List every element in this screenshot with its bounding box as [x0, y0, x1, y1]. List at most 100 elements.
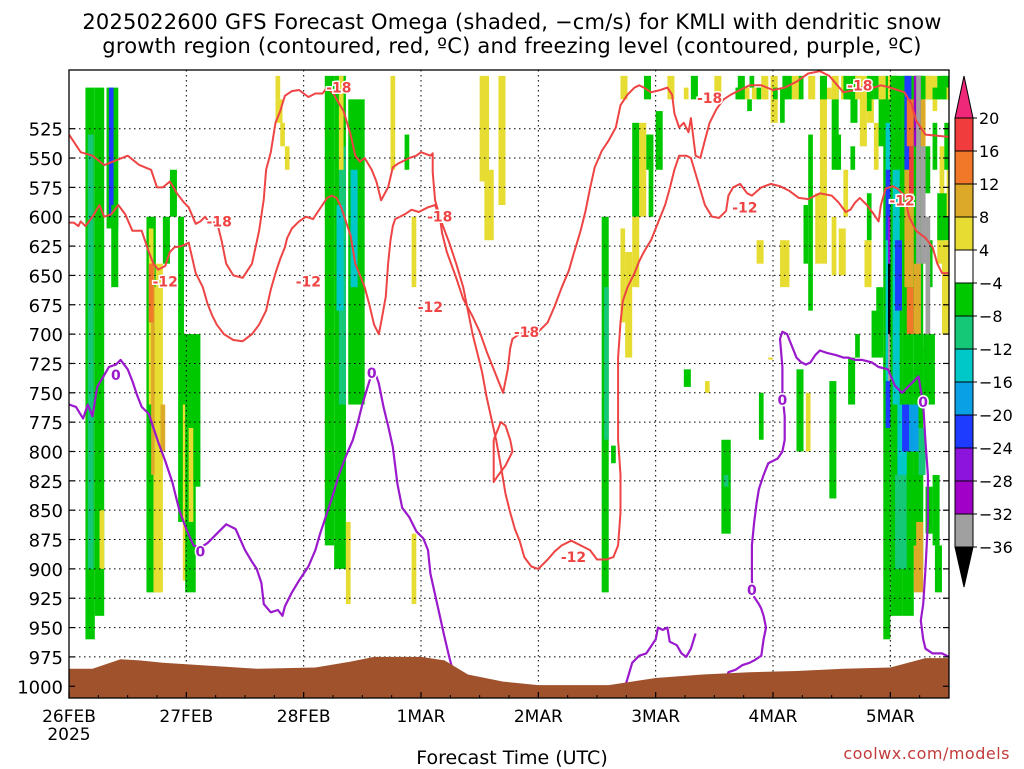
y-tick-label: 850	[29, 501, 63, 522]
colorbar-label: 20	[979, 109, 999, 128]
omega-cell	[864, 240, 872, 288]
omega-cell	[275, 75, 281, 100]
omega-cell	[932, 122, 938, 170]
terrain-surface	[69, 656, 949, 698]
freezing-level-contour	[624, 626, 697, 687]
omega-cell	[831, 75, 839, 100]
omega-cell	[941, 240, 949, 335]
dgz-contour	[492, 421, 514, 483]
dgz-contour-label: -12	[732, 200, 757, 216]
omega-cell	[498, 75, 506, 205]
freezing-level-label: 0	[111, 368, 121, 384]
freezing-level-contour	[69, 358, 458, 687]
colorbar-bin	[954, 513, 974, 548]
dgz-contour-label: -18	[697, 91, 722, 107]
omega-cell	[925, 75, 933, 100]
dgz-contour-label: -18	[514, 325, 539, 341]
omega-cell	[866, 75, 874, 100]
omega-cell	[714, 75, 722, 100]
omega-cell	[151, 263, 155, 475]
dgz-contour	[69, 70, 949, 394]
freezing-level-label: 0	[918, 395, 928, 411]
colorbar-label: −32	[979, 505, 1013, 524]
omega-cell	[939, 146, 945, 194]
freezing-level-label: 0	[196, 544, 206, 560]
omega-cell	[751, 87, 757, 100]
omega-cell	[620, 228, 626, 323]
omega-cell	[639, 122, 647, 217]
colorbar-bin	[954, 315, 974, 350]
omega-cell	[946, 87, 949, 100]
omega-cell	[162, 216, 170, 264]
omega-cell	[411, 216, 417, 288]
y-tick-label: 575	[29, 178, 63, 199]
colorbar-bin	[954, 381, 974, 416]
omega-cell	[345, 521, 351, 605]
colorbar-bin	[954, 447, 974, 482]
omega-cell	[843, 75, 851, 100]
omega-cell	[324, 75, 335, 546]
omega-cell	[843, 169, 849, 217]
y-tick-label: 675	[29, 296, 63, 317]
omega-cell	[859, 75, 867, 147]
x-tick-label: 26FEB	[42, 707, 96, 727]
omega-cell	[94, 87, 105, 616]
omega-cell	[920, 99, 926, 147]
omega-cell	[934, 545, 942, 593]
omega-cell	[904, 169, 914, 288]
omega-cell	[803, 204, 809, 264]
y-tick-label: 925	[29, 589, 63, 610]
dgz-contour-label: -12	[561, 550, 586, 566]
omega-cell	[350, 169, 358, 288]
omega-cell	[808, 75, 816, 100]
x-tick-label: 4MAR	[749, 707, 798, 727]
y-tick-label: 525	[29, 120, 63, 141]
colorbar-bin	[954, 282, 974, 317]
omega-cell	[909, 404, 919, 452]
omega-cell	[169, 169, 177, 217]
site-credit: coolwx.com/models	[843, 744, 1010, 763]
omega-cell	[780, 240, 790, 288]
omega-cell	[819, 75, 827, 264]
omega-cell	[275, 99, 283, 123]
plot-background	[69, 70, 949, 698]
omega-cell	[181, 334, 187, 405]
omega-cell	[768, 357, 773, 360]
omega-cell	[895, 240, 903, 311]
colorbar-bin	[954, 348, 974, 383]
omega-cell	[850, 146, 856, 170]
omega-cell	[819, 75, 827, 100]
omega-cell	[937, 216, 942, 264]
colorbar-bin	[954, 183, 974, 218]
omega-cell	[338, 75, 344, 170]
freezing-level-label: 0	[778, 393, 788, 409]
omega-cell	[604, 287, 609, 440]
colorbar-bin	[954, 249, 974, 284]
omega-cell	[655, 111, 663, 170]
y-tick-label: 650	[29, 266, 63, 287]
omega-cell	[721, 439, 731, 534]
y-tick-label: 700	[29, 325, 63, 346]
omega-cell	[902, 75, 914, 616]
omega-shading-layer	[85, 75, 949, 640]
omega-cell	[484, 169, 494, 241]
omega-cell	[160, 404, 166, 452]
omega-cell	[866, 99, 872, 112]
omega-cell	[758, 392, 764, 440]
omega-cell	[784, 75, 792, 100]
dgz-contour-label: -18	[847, 78, 872, 94]
omega-cell	[632, 216, 640, 288]
x-tick-label: 28FEB	[277, 707, 331, 727]
colorbar-label: −36	[979, 538, 1013, 557]
omega-cell	[643, 75, 651, 100]
omega-cell	[683, 369, 691, 387]
omega-cell	[941, 87, 947, 100]
omega-cell	[280, 122, 285, 147]
omega-cell	[878, 75, 886, 100]
omega-cell	[831, 99, 839, 170]
colorbar-bin	[954, 216, 974, 251]
colorbar-label: 8	[979, 208, 989, 227]
omega-cell	[648, 134, 654, 217]
omega-cell	[742, 87, 750, 100]
